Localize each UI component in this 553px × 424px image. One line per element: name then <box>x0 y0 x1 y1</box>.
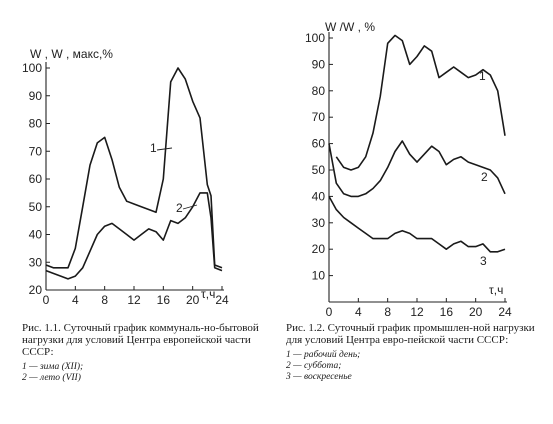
chart-2-y-tick-label: 50 <box>312 163 326 177</box>
chart-2-y-tick-label: 20 <box>312 242 326 256</box>
chart-1-y-tick-label: 70 <box>29 144 43 158</box>
chart-2-x-tick-label: 0 <box>326 305 333 319</box>
chart-2-caption-title: Рис. 1.2. Суточный график промышлен-ной … <box>286 322 535 346</box>
chart-2-legend-entry-1: 1 — рабочий день; <box>286 350 361 360</box>
chart-1-x-tick-label: 20 <box>186 293 200 307</box>
chart-1-y-tick-label: 100 <box>22 61 42 75</box>
chart-2-series-3-line <box>328 196 506 253</box>
chart-1-y-tick-label: 30 <box>29 255 43 269</box>
chart-1-y-tick-label: 20 <box>29 283 43 297</box>
chart-2-series-2-label: 2 <box>481 170 488 184</box>
chart-2-y-tick-label: 80 <box>312 84 326 98</box>
chart-1-x-tick-label: 8 <box>101 293 108 307</box>
chart-1-x-tick-label: 24 <box>215 293 229 307</box>
chart-2-x-tick-label: 24 <box>498 305 512 319</box>
chart-1-series-1-leader <box>156 147 173 151</box>
chart-2-y-tick-label: 10 <box>312 269 326 283</box>
chart-1: W , W , макс,% τ,ч 0 4 8 12 16 20 242030405060… <box>22 47 229 307</box>
chart-1-y-axis-label: W , W , макс,% <box>30 47 113 61</box>
chart-1-legend-entry-1: 1 — зима (XII); <box>22 362 84 372</box>
chart-1-y-tick-label: 60 <box>29 172 43 186</box>
chart-1-series-2-leader <box>182 204 198 210</box>
chart-2-x-tick-label: 20 <box>469 305 483 319</box>
chart-2-x-tick-label: 12 <box>410 305 424 319</box>
chart-2-x-tick-label: 4 <box>355 305 362 319</box>
chart-1-caption: Рис. 1.1. Суточный график коммуналь-но-б… <box>22 322 272 384</box>
chart-1-x-tick-label: 4 <box>72 293 79 307</box>
chart-2-y-axis-label: W /W , % <box>325 20 375 34</box>
chart-2-caption: Рис. 1.2. Суточный график промышлен-ной … <box>286 322 548 383</box>
chart-2-y-tick-label: 90 <box>312 57 326 71</box>
chart-1-legend-entry-2: 2 — лето (VII) <box>22 373 81 383</box>
chart-2-series-1-line <box>335 34 506 171</box>
chart-1-y-tick-label: 50 <box>29 200 43 214</box>
chart-1-y-tick-label: 80 <box>29 117 43 131</box>
chart-2-y-tick-label: 70 <box>312 110 326 124</box>
chart-2-series-2-line <box>328 140 506 198</box>
chart-2-series-1-label: 1 <box>479 69 486 83</box>
chart-1-x-tick-label: 12 <box>127 293 141 307</box>
chart-1-caption-title: Рис. 1.1. Суточный график коммуналь-но-б… <box>22 322 259 358</box>
chart-2-y-tick-label: 100 <box>305 31 325 45</box>
chart-2-y-tick-label: 30 <box>312 216 326 230</box>
chart-1-y-tick-label: 40 <box>29 228 43 242</box>
chart-1-x-tick-label: 16 <box>157 293 171 307</box>
chart-1-series-1-line <box>45 67 223 269</box>
chart-1-series-1-label: 1 <box>150 141 157 155</box>
chart-2-series-3-label: 3 <box>480 254 487 268</box>
chart-2-x-tick-label: 16 <box>440 305 454 319</box>
chart-1-x-tick-label: 0 <box>43 293 50 307</box>
chart-1-y-tick-label: 90 <box>29 89 43 103</box>
chart-1-x-axis-label: τ,ч <box>201 287 215 301</box>
chart-2-y-tick-label: 40 <box>312 189 326 203</box>
chart-2-x-axis-label: τ,ч <box>489 283 503 297</box>
chart-2-legend-entry-3: 3 — воскресенье <box>286 372 352 382</box>
chart-1-series-2-label: 2 <box>176 201 183 215</box>
chart-2-y-tick-label: 60 <box>312 137 326 151</box>
chart-2-x-tick-label: 8 <box>384 305 391 319</box>
chart-2: W /W , % τ,ч 0 4 8 12 16 20 241020304050607080… <box>305 20 512 319</box>
chart-2-legend-entry-2: 2 — суббота; <box>286 361 342 371</box>
chart-1-series-2-line <box>45 192 223 280</box>
